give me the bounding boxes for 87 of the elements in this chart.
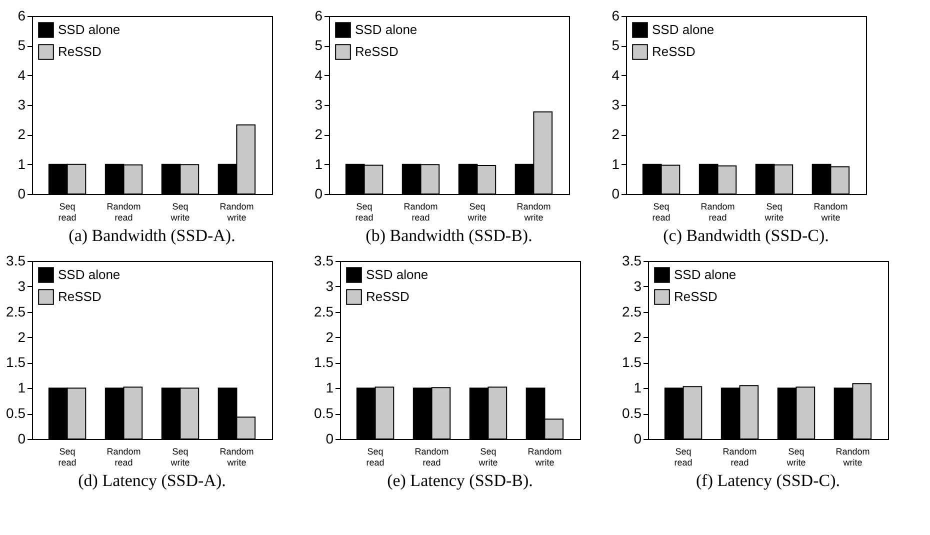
y-tick-label: 1 bbox=[314, 156, 323, 172]
text: (e) Latency (SSD-B). bbox=[387, 471, 533, 490]
y-tick-label: 1 bbox=[612, 156, 620, 172]
y-tick-label: 2.5 bbox=[622, 303, 642, 320]
y-tick-label: 3 bbox=[326, 278, 334, 294]
legend-label: ReSSD bbox=[58, 44, 102, 59]
y-tick-label: 1 bbox=[326, 380, 334, 396]
legend-label: ReSSD bbox=[366, 289, 410, 304]
y-tick-label: 5 bbox=[18, 37, 26, 54]
x-tick-label: Seq read bbox=[674, 446, 692, 468]
y-tick-label: 2 bbox=[634, 328, 642, 345]
y-tick-label: 2 bbox=[612, 126, 620, 142]
legend-label: SSD alone bbox=[674, 267, 736, 282]
y-tick-label: 6 bbox=[18, 8, 26, 24]
y-tick-label: 0 bbox=[634, 430, 642, 446]
x-tick-label: Random write bbox=[516, 202, 551, 222]
y-tick-label: 3 bbox=[18, 96, 26, 112]
legend-label: SSD alone bbox=[355, 22, 418, 37]
y-tick-label: 0.5 bbox=[622, 405, 642, 422]
x-tick-label: Random read bbox=[414, 446, 449, 468]
x-tick-label: Seq write bbox=[170, 202, 190, 222]
y-tick-label: 3 bbox=[314, 96, 323, 112]
y-tick-label: 2 bbox=[18, 126, 26, 142]
x-tick-label: Random write bbox=[836, 446, 870, 468]
y-tick-label: 6 bbox=[612, 8, 620, 24]
y-tick-label: 3.5 bbox=[622, 252, 642, 268]
y-tick-label: 3.5 bbox=[314, 252, 334, 268]
y-tick-label: 6 bbox=[314, 8, 323, 24]
y-tick-label: 1 bbox=[18, 380, 26, 396]
text: (d) Latency (SSD-A). bbox=[78, 471, 226, 490]
text: (b) Bandwidth (SSD-B). bbox=[366, 226, 532, 245]
x-tick-label: Random read bbox=[106, 446, 141, 468]
y-tick-label: 1.5 bbox=[314, 354, 334, 370]
legend-label: SSD alone bbox=[652, 22, 714, 37]
text: (a) Bandwidth (SSD-A). bbox=[68, 226, 236, 245]
x-tick-label: Random write bbox=[814, 202, 848, 222]
y-tick-label: 0.5 bbox=[314, 405, 334, 422]
y-tick-label: 3 bbox=[634, 278, 642, 294]
x-tick-label: Seq read bbox=[366, 446, 384, 468]
legend-label: ReSSD bbox=[58, 289, 102, 304]
y-tick-label: 0 bbox=[326, 430, 334, 446]
x-tick-label: Seq read bbox=[58, 202, 76, 222]
text: (f) Latency (SSD-C). bbox=[696, 471, 840, 490]
legend-label: ReSSD bbox=[674, 289, 718, 304]
x-tick-label: Seq write bbox=[170, 446, 190, 468]
y-tick-label: 4 bbox=[612, 66, 620, 83]
legend-label: ReSSD bbox=[652, 44, 696, 59]
y-tick-label: 2.5 bbox=[314, 303, 334, 320]
y-tick-label: 0 bbox=[18, 430, 26, 446]
x-tick-label: Seq read bbox=[355, 202, 374, 222]
y-tick-label: 3.5 bbox=[6, 252, 26, 268]
y-tick-label: 1 bbox=[634, 380, 642, 396]
x-tick-label: Random write bbox=[220, 202, 254, 222]
legend-label: ReSSD bbox=[355, 44, 398, 59]
y-tick-label: 1.5 bbox=[6, 354, 26, 370]
y-tick-label: 0 bbox=[314, 186, 323, 202]
y-tick-label: 5 bbox=[314, 37, 323, 54]
y-tick-label: 5 bbox=[612, 37, 620, 54]
x-tick-label: Random read bbox=[106, 202, 141, 222]
x-tick-label: Seq read bbox=[652, 202, 670, 222]
y-tick-label: 2 bbox=[18, 328, 26, 345]
y-tick-label: 0 bbox=[18, 186, 26, 202]
x-tick-label: Random write bbox=[528, 446, 562, 468]
y-tick-label: 2 bbox=[314, 126, 323, 142]
y-tick-label: 4 bbox=[314, 66, 323, 83]
y-tick-label: 1.5 bbox=[622, 354, 642, 370]
y-tick-label: 2.5 bbox=[6, 303, 26, 320]
y-tick-label: 3 bbox=[18, 278, 26, 294]
x-tick-label: Random read bbox=[404, 202, 438, 222]
y-tick-label: 0 bbox=[612, 186, 620, 202]
legend-label: SSD alone bbox=[366, 267, 428, 282]
x-tick-label: Seq write bbox=[764, 202, 784, 222]
y-tick-label: 4 bbox=[18, 66, 26, 83]
y-tick-label: 0.5 bbox=[6, 405, 26, 422]
legend-label: SSD alone bbox=[58, 267, 120, 282]
x-tick-label: Seq write bbox=[478, 446, 498, 468]
x-tick-label: Random read bbox=[700, 202, 735, 222]
x-tick-label: Random read bbox=[722, 446, 757, 468]
y-tick-label: 3 bbox=[612, 96, 620, 112]
x-tick-label: Seq read bbox=[58, 446, 76, 468]
x-tick-label: Seq write bbox=[466, 202, 487, 222]
x-tick-label: Random write bbox=[220, 446, 254, 468]
text: (c) Bandwidth (SSD-C). bbox=[663, 226, 829, 245]
y-tick-label: 1 bbox=[18, 156, 26, 172]
x-tick-label: Seq write bbox=[786, 446, 806, 468]
y-tick-label: 2 bbox=[326, 328, 334, 345]
legend-label: SSD alone bbox=[58, 22, 120, 37]
